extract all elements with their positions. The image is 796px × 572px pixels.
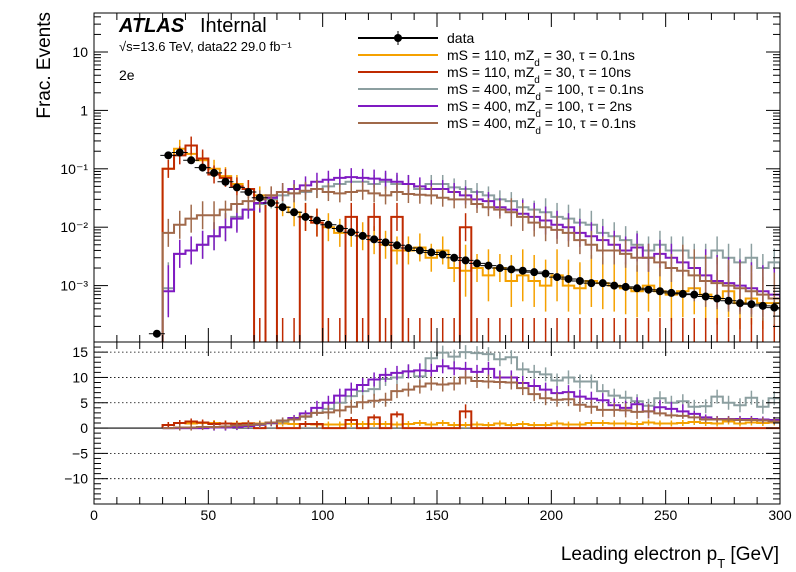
data-point (747, 300, 756, 309)
legend-label: data (447, 30, 474, 46)
legend-marker (394, 34, 402, 42)
data-point (518, 266, 527, 275)
data-point (564, 274, 573, 283)
series-2 (161, 136, 776, 342)
data-point (678, 289, 687, 298)
data-point (232, 183, 241, 192)
y-axis-title: Frac. Events (34, 12, 55, 119)
y-tick-label: 10⁻² (60, 219, 88, 235)
data-point (758, 301, 767, 310)
x-tick-label: 150 (425, 507, 449, 523)
data-points (148, 148, 780, 338)
data-point (598, 279, 607, 288)
x-tick-label: 300 (768, 507, 792, 523)
y-tick-label: 1 (80, 102, 88, 118)
data-point (335, 224, 344, 233)
data-point (575, 276, 584, 285)
data-point (644, 285, 653, 294)
data-point (427, 248, 436, 257)
data-point (655, 287, 664, 296)
data-point (347, 228, 356, 237)
data-point (415, 246, 424, 255)
ratio-line (162, 376, 780, 430)
data-point (735, 299, 744, 308)
series-line (161, 144, 473, 342)
data-point (255, 193, 264, 202)
data-point (484, 261, 493, 270)
data-point (610, 281, 619, 290)
ratio-tick-label: −5 (72, 445, 88, 461)
channel-label: 2e (119, 67, 135, 83)
legend-entry: mS = 400, mZd = 10, τ = 0.1ns (358, 115, 636, 137)
x-tick-label: 100 (311, 507, 335, 523)
data-point (553, 273, 562, 282)
data-point (370, 235, 379, 244)
ratio-plot-area (94, 345, 780, 431)
main-y-axis: 10⁻³ 10⁻² 10⁻¹ 1 10 (60, 16, 780, 327)
data-point (530, 268, 539, 277)
y-tick-label: 10 (72, 44, 88, 60)
x-tick-label: 200 (540, 507, 564, 523)
data-point (473, 259, 482, 268)
ratio-tick-label: 5 (80, 395, 88, 411)
data-point (175, 148, 184, 157)
ratio-tick-label: 15 (72, 344, 88, 360)
ratio-y-axis: −10 −5 0 5 10 15 (64, 341, 780, 505)
x-tick-label: 250 (654, 507, 678, 523)
data-point (461, 256, 470, 265)
data-point (713, 294, 722, 303)
data-point (210, 168, 219, 177)
atlas-internal-label: Internal (200, 15, 267, 37)
data-point (667, 288, 676, 297)
data-point (312, 216, 321, 225)
y-tick-label: 10⁻¹ (60, 161, 88, 177)
data-point (278, 203, 287, 212)
data-point (507, 265, 516, 274)
energy-lumi-label: √s=13.6 TeV, data22 29.0 fb⁻¹ (119, 39, 292, 54)
data-point (221, 177, 230, 186)
x-tick-label: 50 (201, 507, 217, 523)
data-point (495, 264, 504, 273)
data-point (198, 163, 207, 172)
x-tick-label: 0 (90, 507, 98, 523)
data-point (164, 151, 173, 160)
data-point (690, 290, 699, 299)
data-point (587, 279, 596, 288)
ratio-series-4 (162, 370, 780, 431)
data-point (404, 244, 413, 253)
data-point (450, 253, 459, 262)
x-axis: 0 50 100 150 200 250 300 (90, 13, 792, 523)
data-point (324, 220, 333, 229)
data-point (770, 303, 779, 312)
ratio-line (161, 410, 780, 430)
data-point (381, 238, 390, 247)
ratio-tick-label: 10 (72, 369, 88, 385)
data-point (701, 292, 710, 301)
main-plot-area (148, 136, 780, 342)
y-tick-label: 10⁻³ (60, 278, 88, 294)
data-point (187, 156, 196, 165)
legend-entry: data (358, 30, 474, 46)
data-point (244, 188, 253, 197)
data-point (152, 329, 161, 338)
atlas-label: ATLAS (118, 15, 185, 37)
data-point (541, 269, 550, 278)
x-axis-title: Leading electron pT [GeV] (561, 544, 779, 571)
data-point (438, 250, 447, 259)
data-point (267, 198, 276, 207)
ratio-tick-label: −10 (64, 471, 88, 487)
data-point (633, 284, 642, 293)
data-point (621, 282, 630, 291)
data-point (358, 231, 367, 240)
data-point (724, 296, 733, 305)
data-point (290, 208, 299, 217)
data-point (301, 212, 310, 221)
legend-label: mS = 400, mZd = 10, τ = 0.1ns (447, 115, 636, 137)
data-point (392, 241, 401, 250)
ratio-tick-label: 0 (80, 420, 88, 436)
